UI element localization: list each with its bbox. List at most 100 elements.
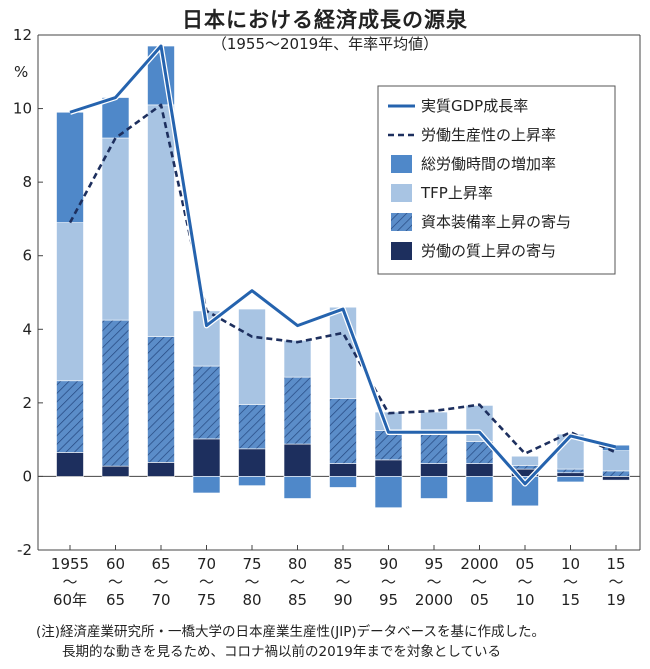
bar-segment [329, 476, 357, 488]
x-tick-label-sep: 〜 [335, 573, 350, 591]
x-tick-label-end: 80 [242, 591, 261, 609]
x-tick-label-end: 70 [151, 591, 170, 609]
legend-label: TFP上昇率 [420, 184, 493, 202]
footnote-source: (注)経済産業研究所・一橋大学の日本産業生産性(JIP)データベースを基に作成し… [36, 624, 545, 640]
bar-segment [556, 476, 585, 483]
x-tick-label-end: 60年 [53, 591, 87, 609]
x-tick-label-end: 75 [197, 591, 216, 609]
bar-segment [420, 476, 448, 499]
x-tick-label-end: 19 [606, 591, 625, 609]
y-unit-label: % [14, 63, 28, 81]
x-tick-label-sep: 〜 [244, 573, 259, 591]
bar-segment [283, 340, 312, 378]
x-tick-label-end: 10 [515, 591, 534, 609]
x-tick-label-end: 2000 [415, 591, 453, 609]
x-tick-label-end: 90 [333, 591, 352, 609]
real-gdp-line [69, 44, 617, 486]
bar-segment [101, 319, 130, 467]
y-tick-label: 8 [22, 173, 32, 191]
bar-segment [602, 470, 630, 477]
bar-segment [283, 443, 312, 477]
x-tick-label-end: 15 [561, 591, 580, 609]
bar-segment [329, 398, 357, 464]
x-tick-label-start: 1955 [51, 555, 89, 573]
x-tick-label-sep: 〜 [62, 573, 77, 591]
legend-label: 総労働時間の増加率 [421, 155, 556, 173]
bar-segment [511, 465, 539, 470]
bar-segment [101, 465, 130, 477]
bar-segment [238, 476, 266, 486]
bar-segment [556, 472, 585, 477]
x-tick-label-start: 05 [515, 555, 534, 573]
bar-segment [511, 455, 539, 466]
y-tick-label: -2 [17, 541, 32, 559]
bar-segment [465, 463, 494, 477]
y-tick-label: 2 [22, 394, 32, 412]
bar-segment [147, 336, 175, 463]
x-tick-label-start: 90 [379, 555, 398, 573]
x-tick-label-sep: 〜 [608, 573, 623, 591]
bar-segment [192, 365, 221, 440]
bar-segment [56, 222, 84, 382]
bar-segment [556, 468, 585, 474]
legend-swatch [391, 184, 412, 202]
y-tick-label: 10 [13, 100, 32, 118]
x-tick-label-start: 95 [424, 555, 443, 573]
bar-segment [56, 452, 84, 477]
x-tick-label-start: 15 [606, 555, 625, 573]
bar-segment [56, 380, 84, 453]
legend-swatch [391, 155, 412, 173]
x-tick-label-start: 2000 [460, 555, 498, 573]
x-tick-label-start: 65 [151, 555, 170, 573]
legend-label: 実質GDP成長率 [421, 97, 528, 115]
legend-label: 労働生産性の上昇率 [421, 126, 556, 144]
x-tick-label-start: 60 [106, 555, 125, 573]
bar-segment [101, 137, 130, 321]
x-tick-label-sep: 〜 [381, 573, 396, 591]
bar-segment [420, 433, 448, 464]
x-tick-label-start: 70 [197, 555, 216, 573]
legend-label: 資本装備率上昇の寄与 [421, 213, 571, 231]
bar-segment [56, 111, 84, 223]
x-tick-label-start: 80 [288, 555, 307, 573]
legend-swatch [391, 213, 412, 231]
bar-segment [238, 308, 266, 405]
x-tick-label-start: 75 [242, 555, 261, 573]
bar-segment [374, 476, 403, 508]
y-tick-label: 12 [13, 26, 32, 44]
x-tick-label-sep: 〜 [426, 573, 441, 591]
legend-swatch [391, 242, 412, 260]
x-tick-label-sep: 〜 [563, 573, 578, 591]
bar-segment [329, 463, 357, 477]
x-tick-label-sep: 〜 [517, 573, 532, 591]
bar-segment [238, 404, 266, 450]
bar-segment [602, 450, 630, 472]
x-tick-label-sep: 〜 [108, 573, 123, 591]
legend-box [377, 85, 616, 275]
x-tick-label-end: 05 [470, 591, 489, 609]
x-tick-label-end: 85 [288, 591, 307, 609]
chart-subtitle: （1955〜2019年、年率平均値） [211, 35, 439, 53]
bar-segment [602, 476, 630, 481]
x-tick-label-start: 10 [561, 555, 580, 573]
x-tick-label-start: 85 [333, 555, 352, 573]
x-tick-label-sep: 〜 [290, 573, 305, 591]
footnote-scope: 長期的な動きを見るため、コロナ禍以前の2019年までを対象としている [62, 644, 501, 660]
bar-segment [420, 463, 448, 477]
bar-segment [465, 476, 494, 503]
x-tick-label-end: 65 [106, 591, 125, 609]
bar-segment [147, 104, 175, 337]
bar-segment [283, 476, 312, 499]
y-tick-label: 4 [22, 320, 32, 338]
bar-segment [101, 97, 130, 139]
bar-segment [192, 438, 221, 477]
bar-segment [374, 430, 403, 461]
x-tick-label-end: 95 [379, 591, 398, 609]
bar-segment [238, 448, 266, 477]
x-tick-label-sep: 〜 [472, 573, 487, 591]
x-tick-label-sep: 〜 [199, 573, 214, 591]
x-tick-label-sep: 〜 [153, 573, 168, 591]
bar-segment [147, 462, 175, 477]
chart-title: 日本における経済成長の源泉 [182, 8, 468, 32]
